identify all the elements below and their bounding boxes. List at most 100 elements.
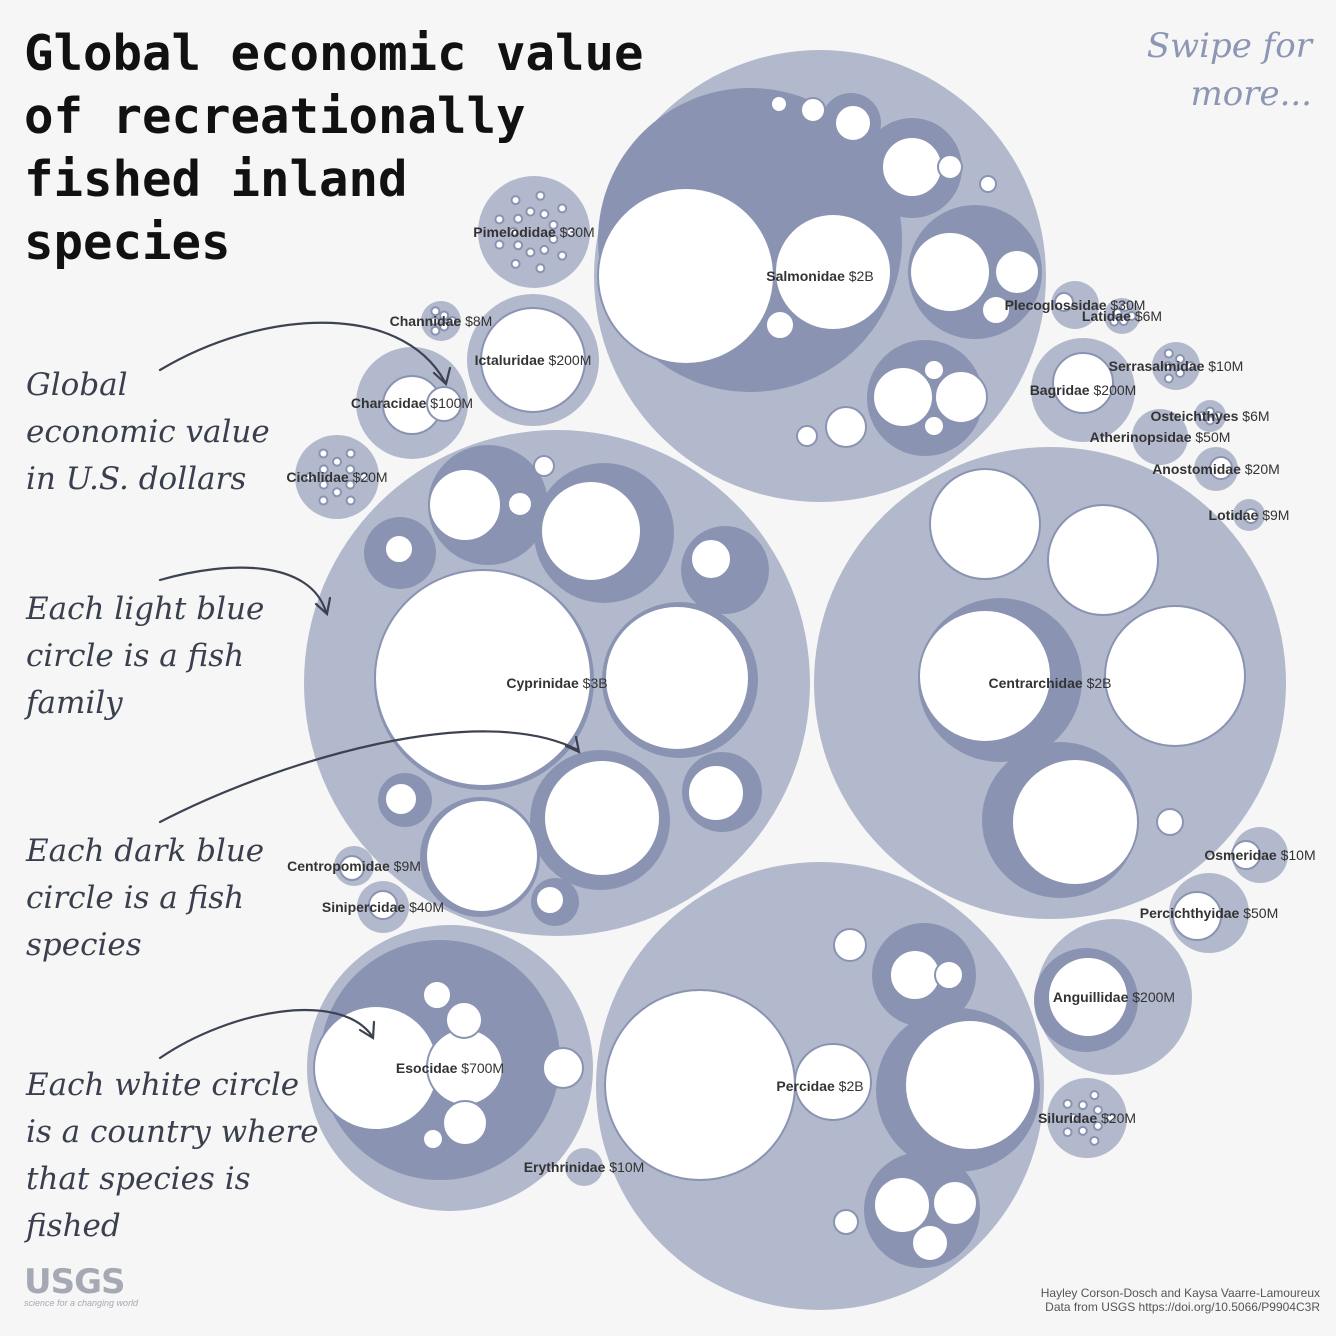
country-circle [540, 480, 642, 582]
family-value: $40M [409, 899, 444, 915]
country-circle [1243, 508, 1259, 524]
family-value: $50M [1243, 905, 1278, 921]
country-circle [339, 855, 365, 881]
country-circle [1011, 758, 1139, 886]
family-value: $10M [1208, 358, 1243, 374]
country-dot [510, 195, 521, 206]
country-circle [384, 782, 418, 816]
family-name: Osmeridae [1204, 847, 1280, 863]
family-name: Sinipercidae [322, 899, 409, 915]
family-value: $30M [560, 224, 595, 240]
family-value: $200M [1094, 382, 1137, 398]
country-dot [494, 214, 505, 225]
country-dot [1092, 1120, 1103, 1131]
country-dot [318, 495, 329, 506]
country-dot [447, 316, 458, 326]
country-circle [1172, 891, 1222, 941]
family-value: $30M [1110, 297, 1145, 313]
country-dot [439, 321, 450, 332]
country-dot [429, 316, 440, 326]
family-name: Percichthyidae [1140, 905, 1244, 921]
family-circle-siluridae [1047, 1078, 1127, 1158]
family-name: Plecoglossidae [1005, 297, 1111, 313]
country-circle [834, 104, 872, 142]
family-label-pimelodidae: Pimelodidae $30M [473, 224, 594, 240]
country-dot [332, 456, 342, 467]
country-circle [904, 1019, 1036, 1151]
country-circle [374, 569, 592, 787]
country-dot [332, 487, 342, 498]
country-circle [426, 386, 462, 422]
country-dot [1092, 1105, 1103, 1116]
country-circle [422, 980, 452, 1010]
family-value: $50M [1195, 429, 1230, 445]
country-circle [881, 136, 943, 198]
family-label-lotidae: Lotidae $9M [1209, 507, 1290, 523]
country-circle [1047, 504, 1159, 616]
family-label-salmonidae: Salmonidae $2B [766, 268, 873, 284]
family-name: Pimelodidae [473, 224, 559, 240]
country-circle [1104, 605, 1246, 747]
country-circle [872, 366, 934, 428]
family-label-percichthyidae: Percichthyidae $50M [1140, 905, 1279, 921]
family-label-characidae: Characidae $100M [351, 395, 473, 411]
country-circle [428, 468, 502, 542]
country-circle [1231, 840, 1261, 870]
country-circle [889, 949, 941, 1001]
family-value: $10M [1281, 847, 1316, 863]
country-dot [1106, 1113, 1116, 1123]
family-name: Bagridae [1030, 382, 1094, 398]
country-circle [597, 187, 775, 365]
family-value: $200M [549, 352, 592, 368]
annotation-country: Each white circle is a country where tha… [26, 1067, 319, 1244]
arrow-species-head [564, 735, 581, 754]
country-dot [1077, 1125, 1088, 1136]
country-circle [923, 359, 945, 381]
family-label-erythrinidae: Erythrinidae $10M [524, 1159, 645, 1175]
country-dot [345, 495, 356, 506]
country-circle [770, 95, 788, 113]
country-circle [535, 885, 565, 915]
family-value: $2B [849, 268, 874, 284]
family-name: Cyprinidae [506, 675, 582, 691]
family-name: Salmonidae [766, 268, 848, 284]
family-name: Centropomidae [287, 858, 394, 874]
family-label-cichlidae: Cichlidae $20M [286, 469, 387, 485]
country-dot [1118, 316, 1129, 327]
family-value: $200M [1132, 989, 1175, 1005]
family-value: $8M [465, 313, 492, 329]
country-circle [604, 605, 750, 751]
country-dot [1062, 1127, 1073, 1138]
country-circle [873, 1176, 931, 1234]
country-dot [1163, 348, 1174, 359]
credit-source[interactable]: Data from USGS https://doi.org/10.5066/P… [1045, 1300, 1320, 1314]
country-circle [929, 468, 1041, 580]
family-name: Esocidae [396, 1060, 461, 1076]
annotation-family: Each light blue circle is a fish family [26, 591, 265, 721]
country-dot [539, 244, 550, 255]
family-label-ictaluridae: Ictaluridae $200M [475, 352, 592, 368]
country-dot [557, 203, 568, 214]
country-circle [690, 538, 732, 580]
family-name: Characidae [351, 395, 430, 411]
country-dot [513, 240, 524, 251]
country-circle [932, 1180, 978, 1226]
family-label-centropomidae: Centropomidae $9M [287, 858, 421, 874]
country-dot [525, 247, 536, 258]
family-name: Percidae [776, 1078, 838, 1094]
family-label-serrasalmidae: Serrasalmidae $10M [1109, 358, 1244, 374]
country-dot [1163, 373, 1174, 384]
country-circle [687, 764, 745, 822]
family-label-channidae: Channidae $8M [390, 313, 493, 329]
swipe-hint[interactable]: Swipe for more... [1146, 26, 1312, 114]
usgs-logo[interactable]: USGS science for a changing world [24, 1262, 138, 1308]
family-label-osmeridae: Osmeridae $10M [1204, 847, 1315, 863]
family-label-cyprinidae: Cyprinidae $3B [506, 675, 607, 691]
family-label-centrarchidae: Centrarchidae $2B [989, 675, 1112, 691]
country-circle [542, 1047, 584, 1089]
family-name: Osteichthyes [1150, 408, 1242, 424]
country-dot [539, 209, 550, 220]
family-value: $9M [1262, 507, 1289, 523]
country-circle [918, 609, 1052, 743]
